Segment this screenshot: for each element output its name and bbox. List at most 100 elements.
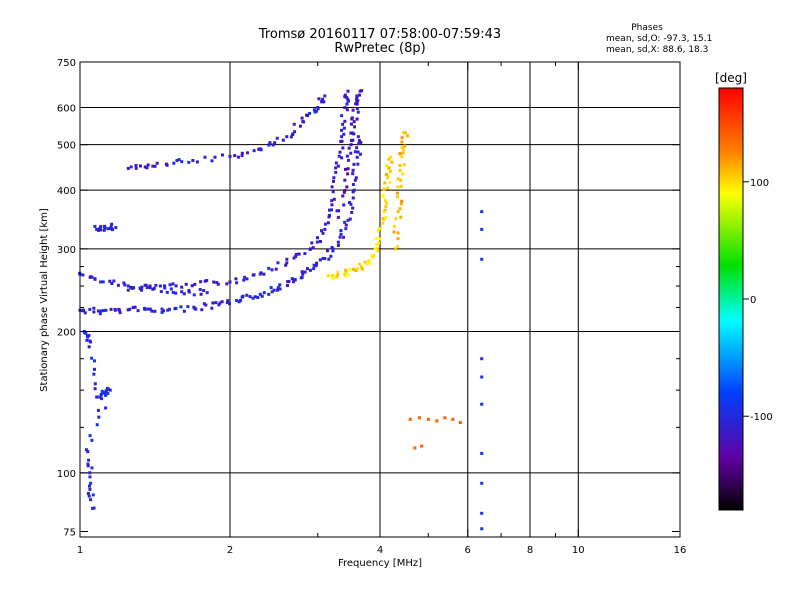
echo-point bbox=[325, 249, 329, 253]
echo-point bbox=[96, 309, 100, 313]
echo-point bbox=[343, 105, 347, 109]
echo-point bbox=[401, 131, 405, 135]
echo-point bbox=[321, 231, 325, 235]
echo-point bbox=[252, 273, 256, 277]
echo-point bbox=[318, 258, 322, 262]
echo-point bbox=[389, 155, 393, 159]
echo-point bbox=[103, 226, 107, 230]
echo-point bbox=[300, 275, 304, 279]
echo-point bbox=[356, 135, 360, 139]
echo-point bbox=[350, 210, 354, 214]
echo-point bbox=[248, 295, 252, 299]
echo-point bbox=[328, 208, 332, 212]
echo-point bbox=[355, 267, 359, 271]
echo-point bbox=[351, 267, 355, 271]
echo-point bbox=[383, 199, 387, 203]
echo-point bbox=[417, 416, 421, 420]
echo-point bbox=[392, 224, 396, 228]
echo-point bbox=[337, 209, 341, 213]
echo-point bbox=[217, 303, 221, 307]
echo-point bbox=[177, 158, 181, 162]
echo-point bbox=[401, 151, 405, 155]
phase-stats-title: Phases bbox=[631, 23, 663, 33]
y-tick-label: 300 bbox=[57, 245, 76, 256]
echo-point bbox=[394, 217, 398, 221]
echo-point bbox=[275, 136, 279, 140]
echo-point bbox=[343, 119, 347, 123]
echo-point bbox=[480, 402, 484, 406]
echo-point bbox=[210, 159, 214, 163]
echo-point bbox=[326, 221, 330, 225]
echo-point bbox=[276, 288, 280, 292]
echo-point bbox=[399, 178, 403, 182]
echo-point bbox=[350, 131, 354, 135]
echo-point bbox=[289, 135, 293, 139]
echo-point bbox=[167, 307, 171, 311]
echo-point bbox=[394, 247, 398, 251]
echo-point bbox=[104, 406, 108, 410]
echo-point bbox=[355, 155, 359, 159]
echo-point bbox=[174, 291, 178, 295]
echo-point bbox=[214, 301, 218, 305]
echo-point bbox=[151, 164, 155, 168]
echo-point bbox=[103, 391, 107, 395]
echo-point bbox=[104, 393, 108, 397]
echo-point bbox=[408, 417, 412, 421]
echo-point bbox=[153, 164, 157, 168]
echo-point bbox=[375, 247, 379, 251]
echo-point bbox=[383, 181, 387, 185]
echo-point bbox=[480, 451, 484, 455]
echo-point bbox=[285, 257, 289, 261]
echo-point bbox=[293, 130, 297, 134]
echo-point bbox=[355, 94, 359, 98]
echo-point bbox=[136, 309, 140, 313]
echo-point bbox=[342, 203, 346, 207]
echo-point bbox=[252, 149, 256, 153]
colorbar-tick-label: -100 bbox=[750, 412, 773, 423]
echo-point bbox=[270, 268, 274, 272]
echo-point bbox=[182, 292, 186, 296]
echo-point bbox=[162, 309, 166, 313]
echo-point bbox=[332, 176, 336, 180]
echo-point bbox=[343, 272, 347, 276]
echo-point bbox=[187, 289, 191, 293]
echo-point bbox=[312, 108, 316, 112]
echo-point bbox=[354, 176, 358, 180]
echo-point bbox=[148, 284, 152, 288]
echo-point bbox=[93, 387, 97, 391]
echo-point bbox=[346, 158, 350, 162]
echo-point bbox=[245, 151, 249, 155]
echo-point bbox=[292, 280, 296, 284]
echo-point bbox=[355, 107, 359, 111]
echo-point bbox=[336, 243, 340, 247]
x-tick-label: 8 bbox=[527, 545, 533, 556]
echo-point bbox=[102, 228, 106, 232]
x-tick-label: 10 bbox=[572, 545, 585, 556]
echo-point bbox=[344, 167, 348, 171]
colorbar-ticks: 100 0 -100 bbox=[743, 178, 773, 423]
echo-point bbox=[106, 227, 110, 231]
echo-point bbox=[312, 267, 316, 271]
echo-point bbox=[95, 227, 99, 231]
echo-point bbox=[356, 162, 360, 166]
echo-point bbox=[398, 163, 402, 167]
echo-point bbox=[352, 132, 356, 136]
echo-point bbox=[245, 293, 249, 297]
echo-point bbox=[413, 446, 417, 450]
y-tick-label: 200 bbox=[57, 328, 76, 339]
echo-point bbox=[399, 202, 403, 206]
echo-point bbox=[260, 294, 264, 298]
echo-point bbox=[85, 338, 89, 342]
echo-point bbox=[211, 301, 215, 305]
echo-point bbox=[338, 150, 342, 154]
echo-point bbox=[343, 274, 347, 278]
echo-point bbox=[213, 155, 217, 159]
echo-point bbox=[480, 375, 484, 379]
echo-point bbox=[155, 161, 159, 165]
echo-point bbox=[269, 286, 273, 290]
echo-point bbox=[203, 155, 207, 159]
echo-point bbox=[153, 309, 157, 313]
echo-point bbox=[202, 302, 206, 306]
echo-point bbox=[349, 202, 353, 206]
echo-point bbox=[93, 359, 97, 363]
